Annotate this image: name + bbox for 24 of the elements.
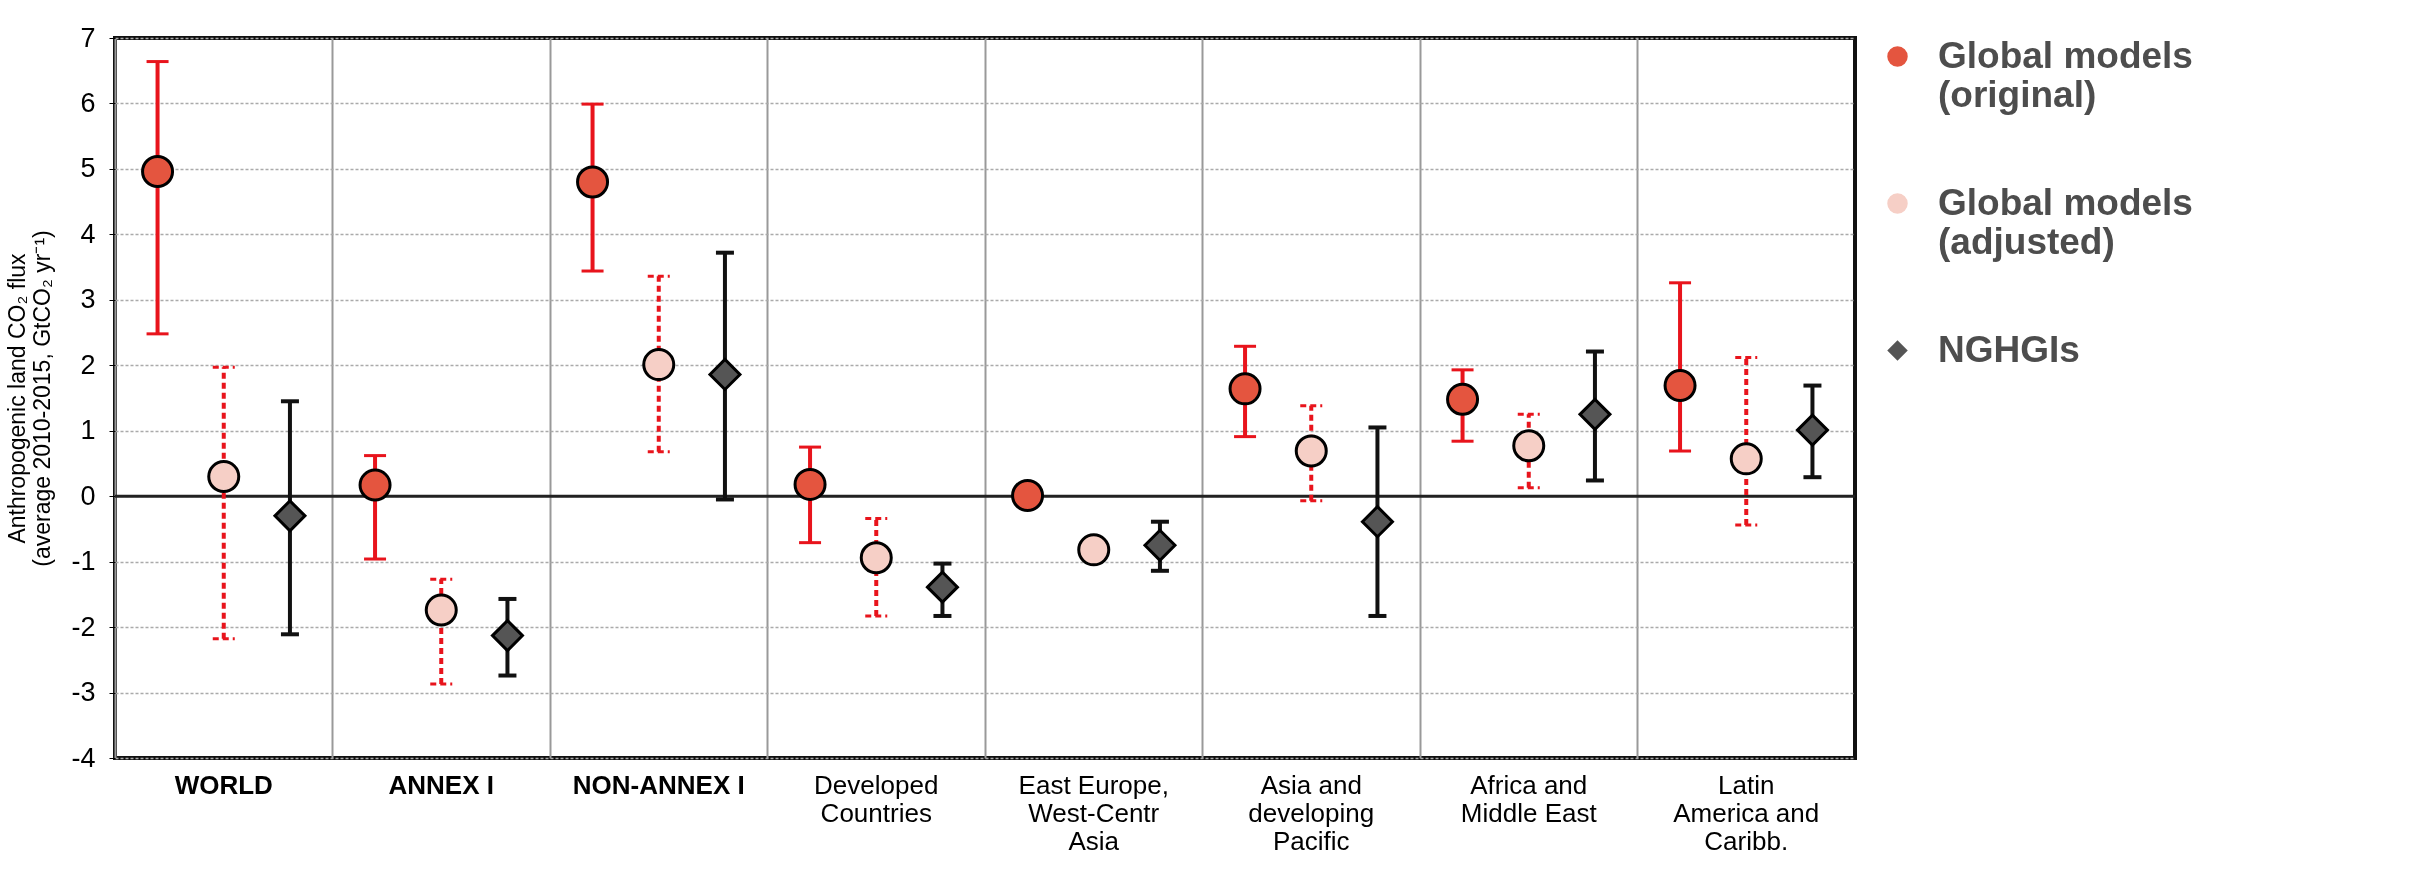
- y-tick-label: -1: [71, 546, 96, 577]
- x-tick-label: East Europe, West-Centr Asia: [1018, 769, 1169, 856]
- x-tick-label: Africa and Middle East: [1460, 769, 1598, 828]
- y-tick-label: 3: [80, 284, 96, 315]
- y-axis-title: Anthropogenic land CO₂ flux (average 2010-2015, GtCO₂ yr⁻¹): [4, 230, 56, 567]
- legend-label: Global models (original): [1938, 34, 2193, 115]
- y-tick-label: 2: [80, 349, 96, 380]
- y-tick-label: -3: [71, 677, 96, 708]
- legend-label: Global models (adjusted): [1938, 181, 2193, 262]
- x-tick-label: Asia and developing Pacific: [1248, 769, 1375, 856]
- x-tick-label: NON-ANNEX I: [572, 769, 745, 800]
- x-tick-label: Developed Countries: [814, 769, 939, 828]
- y-tick-label: 6: [80, 87, 96, 118]
- y-tick-label: 5: [80, 153, 96, 184]
- x-tick-label: WORLD: [174, 769, 273, 800]
- x-tick-label: ANNEX I: [388, 769, 494, 800]
- y-tick-label: 4: [80, 218, 96, 249]
- y-tick-label: -2: [71, 611, 96, 642]
- y-tick-label: -4: [71, 742, 96, 773]
- y-tick-label: 7: [80, 22, 96, 53]
- y-tick-label: 0: [80, 480, 96, 511]
- legend-label: NGHGIs: [1938, 328, 2080, 370]
- y-tick-label: 1: [80, 415, 96, 446]
- x-tick-label: Latin America and Caribb.: [1673, 769, 1820, 856]
